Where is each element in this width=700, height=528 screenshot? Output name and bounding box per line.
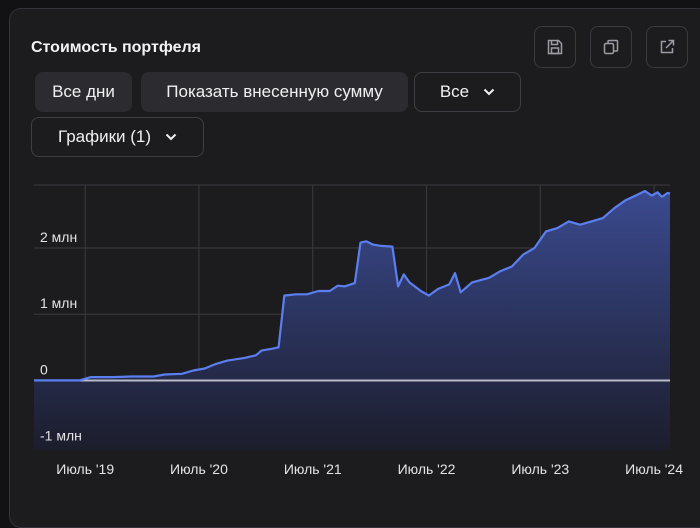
chevron-down-icon	[165, 133, 177, 141]
charts-select[interactable]: Графики (1)	[31, 117, 204, 157]
show-deposits-label: Показать внесенную сумму	[166, 82, 383, 101]
all-days-button[interactable]: Все дни	[35, 72, 132, 112]
copy-button[interactable]	[590, 26, 632, 68]
show-deposits-button[interactable]: Показать внесенную сумму	[141, 72, 408, 112]
chevron-down-icon	[483, 88, 495, 96]
x-tick-label: Июль '24	[625, 461, 683, 477]
x-tick-label: Июль '20	[170, 461, 228, 477]
x-tick-label: Июль '19	[56, 461, 114, 477]
x-tick-label: Июль '23	[511, 461, 569, 477]
charts-select-value: Графики (1)	[57, 127, 152, 146]
series-line	[34, 189, 671, 382]
period-select-value: Все	[439, 82, 470, 101]
x-tick-label: Июль '21	[284, 461, 342, 477]
y-tick-label: 1 млн	[40, 295, 77, 311]
series-area	[34, 191, 670, 450]
copy-icon	[603, 39, 619, 55]
y-tick-label: -1 млн	[40, 428, 82, 444]
save-button[interactable]	[534, 26, 576, 68]
y-tick-label: 2 млн	[40, 229, 77, 245]
all-days-label: Все дни	[52, 82, 115, 101]
external-link-icon	[660, 39, 675, 54]
card-title: Стоимость портфеля	[31, 39, 202, 56]
period-select[interactable]: Все	[414, 72, 521, 112]
save-icon	[547, 39, 563, 55]
y-tick-label: 0	[40, 361, 48, 377]
open-external-button[interactable]	[646, 26, 688, 68]
x-tick-label: Июль '22	[398, 461, 456, 477]
portfolio-chart: 2 млн 1 млн 0 -1 млн Июль '19 Июль '20 Июль '…	[34, 184, 683, 477]
